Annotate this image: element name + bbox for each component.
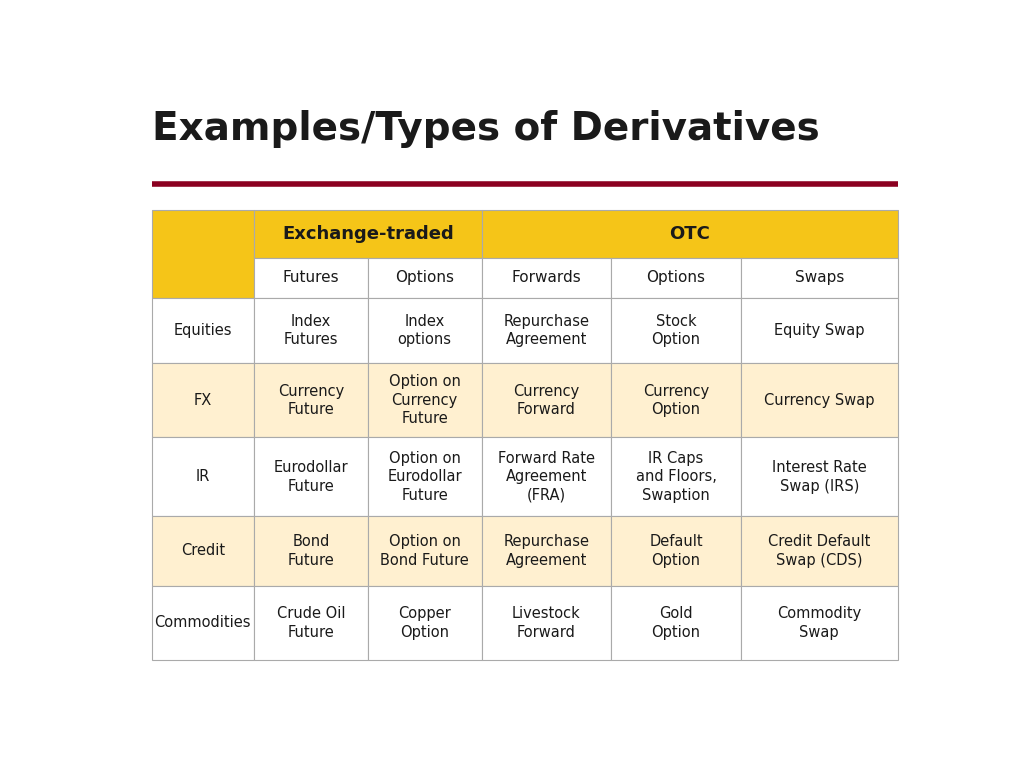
Bar	[152, 363, 254, 438]
Bar	[254, 586, 368, 660]
Text: Bond
Future: Bond Future	[288, 534, 334, 568]
Text: Repurchase
Agreement: Repurchase Agreement	[504, 314, 590, 347]
Bar	[481, 210, 898, 257]
Text: Interest Rate
Swap (IRS): Interest Rate Swap (IRS)	[772, 460, 866, 494]
Text: Option on
Bond Future: Option on Bond Future	[380, 534, 469, 568]
Text: Forwards: Forwards	[512, 270, 582, 286]
Bar	[481, 586, 611, 660]
Text: FX: FX	[194, 392, 212, 408]
Bar	[740, 257, 898, 298]
Bar	[152, 210, 254, 298]
Bar	[152, 516, 254, 586]
Text: Eurodollar
Future: Eurodollar Future	[273, 460, 348, 494]
Text: Swaps: Swaps	[795, 270, 844, 286]
Bar	[611, 257, 740, 298]
Text: Commodity
Swap: Commodity Swap	[777, 606, 861, 640]
Text: Futures: Futures	[283, 270, 339, 286]
Text: Options: Options	[395, 270, 455, 286]
Bar	[254, 298, 368, 363]
Bar	[368, 257, 481, 298]
Text: OTC: OTC	[670, 225, 710, 243]
Bar	[152, 586, 254, 660]
Bar	[740, 516, 898, 586]
Bar	[368, 516, 481, 586]
Bar	[152, 298, 254, 363]
Text: Examples/Types of Derivatives: Examples/Types of Derivatives	[152, 110, 819, 148]
Text: Copper
Option: Copper Option	[398, 606, 451, 640]
Bar	[611, 516, 740, 586]
Bar	[611, 438, 740, 516]
Bar	[481, 438, 611, 516]
Text: Default
Option: Default Option	[649, 534, 702, 568]
Bar	[254, 516, 368, 586]
Text: Forward Rate
Agreement
(FRA): Forward Rate Agreement (FRA)	[498, 451, 595, 503]
Bar	[152, 438, 254, 516]
Bar	[481, 363, 611, 438]
Bar	[254, 257, 368, 298]
Bar	[481, 516, 611, 586]
Text: Credit Default
Swap (CDS): Credit Default Swap (CDS)	[768, 534, 870, 568]
Text: Currency
Forward: Currency Forward	[513, 383, 580, 417]
Bar	[368, 438, 481, 516]
Text: Currency Swap: Currency Swap	[764, 392, 874, 408]
Text: Options: Options	[646, 270, 706, 286]
Text: Credit: Credit	[181, 544, 225, 558]
Text: Equities: Equities	[174, 323, 232, 338]
Text: Commodities: Commodities	[155, 615, 251, 631]
Bar	[254, 438, 368, 516]
Bar	[368, 363, 481, 438]
Text: Gold
Option: Gold Option	[651, 606, 700, 640]
Bar	[611, 586, 740, 660]
Text: Stock
Option: Stock Option	[651, 314, 700, 347]
Text: Currency
Option: Currency Option	[643, 383, 709, 417]
Text: Currency
Future: Currency Future	[278, 383, 344, 417]
Bar	[368, 586, 481, 660]
Text: Exchange-traded: Exchange-traded	[282, 225, 454, 243]
Text: Equity Swap: Equity Swap	[774, 323, 864, 338]
Text: IR: IR	[196, 469, 210, 484]
Bar	[368, 298, 481, 363]
Bar	[481, 298, 611, 363]
Text: Livestock
Forward: Livestock Forward	[512, 606, 581, 640]
Text: Repurchase
Agreement: Repurchase Agreement	[504, 534, 590, 568]
Bar	[740, 298, 898, 363]
Text: Option on
Currency
Future: Option on Currency Future	[389, 374, 461, 426]
Bar	[740, 586, 898, 660]
Bar	[254, 210, 481, 257]
Bar	[740, 363, 898, 438]
Bar	[254, 363, 368, 438]
Text: IR Caps
and Floors,
Swaption: IR Caps and Floors, Swaption	[636, 451, 717, 503]
Bar	[740, 438, 898, 516]
Bar	[611, 298, 740, 363]
Text: Index
Futures: Index Futures	[284, 314, 338, 347]
Text: Index
options: Index options	[397, 314, 452, 347]
Text: Crude Oil
Future: Crude Oil Future	[276, 606, 345, 640]
Text: Option on
Eurodollar
Future: Option on Eurodollar Future	[387, 451, 462, 503]
Bar	[611, 363, 740, 438]
Bar	[481, 257, 611, 298]
